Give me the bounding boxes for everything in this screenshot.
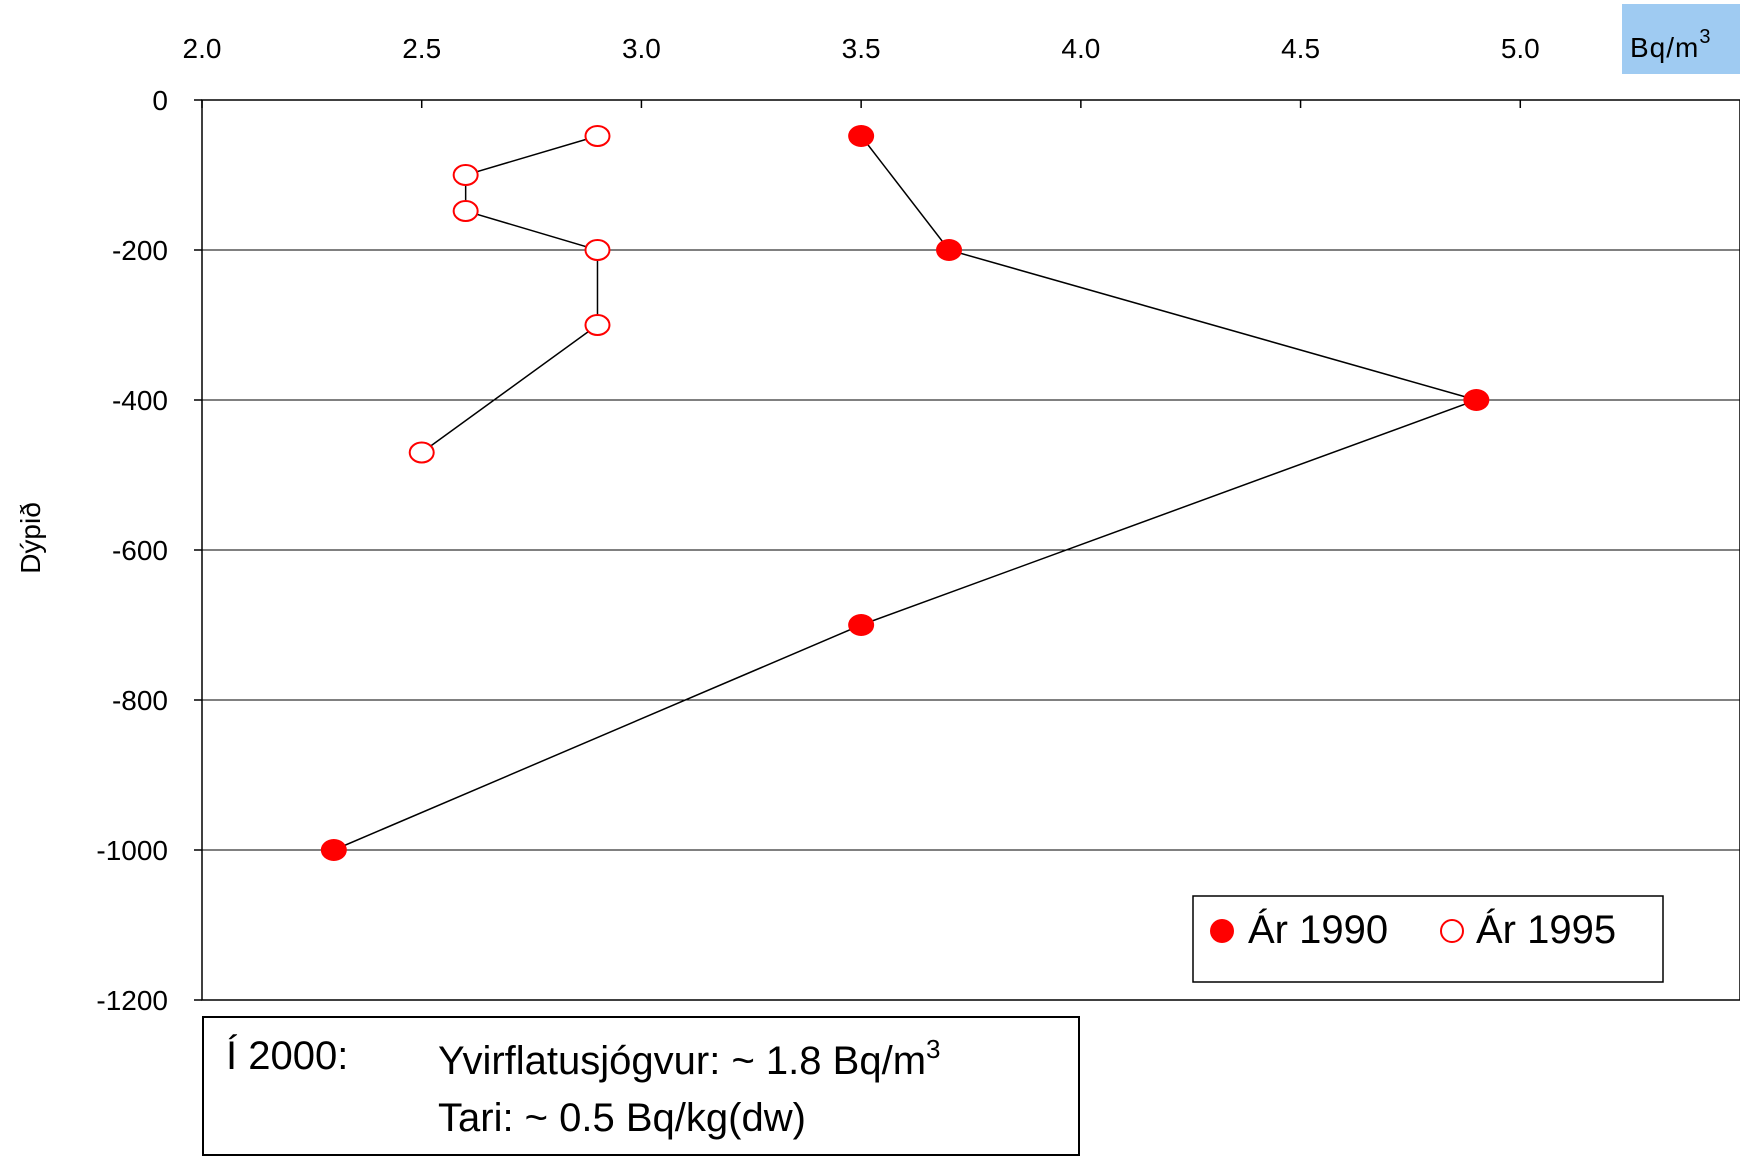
note-seaweed: Tari: ~ 0.5 Bq/kg(dw) xyxy=(438,1096,806,1140)
legend-marker-1995 xyxy=(1440,919,1464,943)
unit-exponent: 3 xyxy=(1699,26,1712,48)
x-axis-ticks: 2.0 2.5 3.0 3.5 4.0 4.5 5.0 xyxy=(183,33,1540,108)
series-line-1 xyxy=(421,135,599,454)
x-tick-label: 3.5 xyxy=(842,33,881,64)
data-point-1990 xyxy=(320,839,347,861)
unit-base: Bq/m xyxy=(1630,32,1700,63)
x-tick-label: 4.5 xyxy=(1281,33,1320,64)
unit-label: Bq/m3 xyxy=(1622,4,1740,74)
grid-lines xyxy=(202,249,1740,851)
note-surface-water: Yvirflatusjógvur: ~ 1.8 Bq/m3 xyxy=(438,1034,940,1084)
legend: Ár 1990 Ár 1995 xyxy=(1192,895,1664,983)
legend-box xyxy=(1192,895,1664,983)
legend-marker-1990 xyxy=(1210,919,1234,943)
note-surface-water-sup: 3 xyxy=(926,1034,941,1064)
x-tick-label: 2.0 xyxy=(183,33,222,64)
data-point-1990 xyxy=(936,239,963,261)
series-lines xyxy=(333,135,1479,851)
note-box: Í 2000: Yvirflatusjógvur: ~ 1.8 Bq/m3 Ta… xyxy=(202,1016,1080,1156)
y-tick-label: 0 xyxy=(152,85,168,116)
x-tick-label: 3.0 xyxy=(622,33,661,64)
y-tick-label: -1000 xyxy=(96,835,168,866)
data-point-1995 xyxy=(452,164,479,186)
note-year: Í 2000: xyxy=(226,1034,349,1078)
series-points xyxy=(320,125,1490,861)
data-point-1990 xyxy=(848,125,875,147)
x-tick-label: 2.5 xyxy=(402,33,441,64)
y-tick-label: -400 xyxy=(112,385,168,416)
data-point-1990 xyxy=(848,614,875,636)
data-point-1995 xyxy=(452,200,479,222)
x-tick-label: 5.0 xyxy=(1501,33,1540,64)
y-axis-ticks: 0 -200 -400 -600 -800 -1000 -1200 xyxy=(96,85,202,1016)
y-axis-label: Dýpið xyxy=(15,502,46,574)
y-tick-label: -800 xyxy=(112,685,168,716)
data-point-1995 xyxy=(584,314,611,336)
y-tick-label: -600 xyxy=(112,535,168,566)
legend-label-1995: Ár 1995 xyxy=(1476,907,1616,952)
data-point-1990 xyxy=(1463,389,1490,411)
y-tick-label: -1200 xyxy=(96,985,168,1016)
note-surface-water-text: Yvirflatusjógvur: ~ 1.8 Bq/m xyxy=(438,1039,927,1083)
series-line-0 xyxy=(333,135,1479,851)
data-point-1995 xyxy=(584,239,611,261)
data-point-1995 xyxy=(408,441,435,464)
data-point-1995 xyxy=(584,125,611,147)
y-tick-label: -200 xyxy=(112,235,168,266)
x-tick-label: 4.0 xyxy=(1061,33,1100,64)
legend-label-1990: Ár 1990 xyxy=(1248,907,1388,952)
